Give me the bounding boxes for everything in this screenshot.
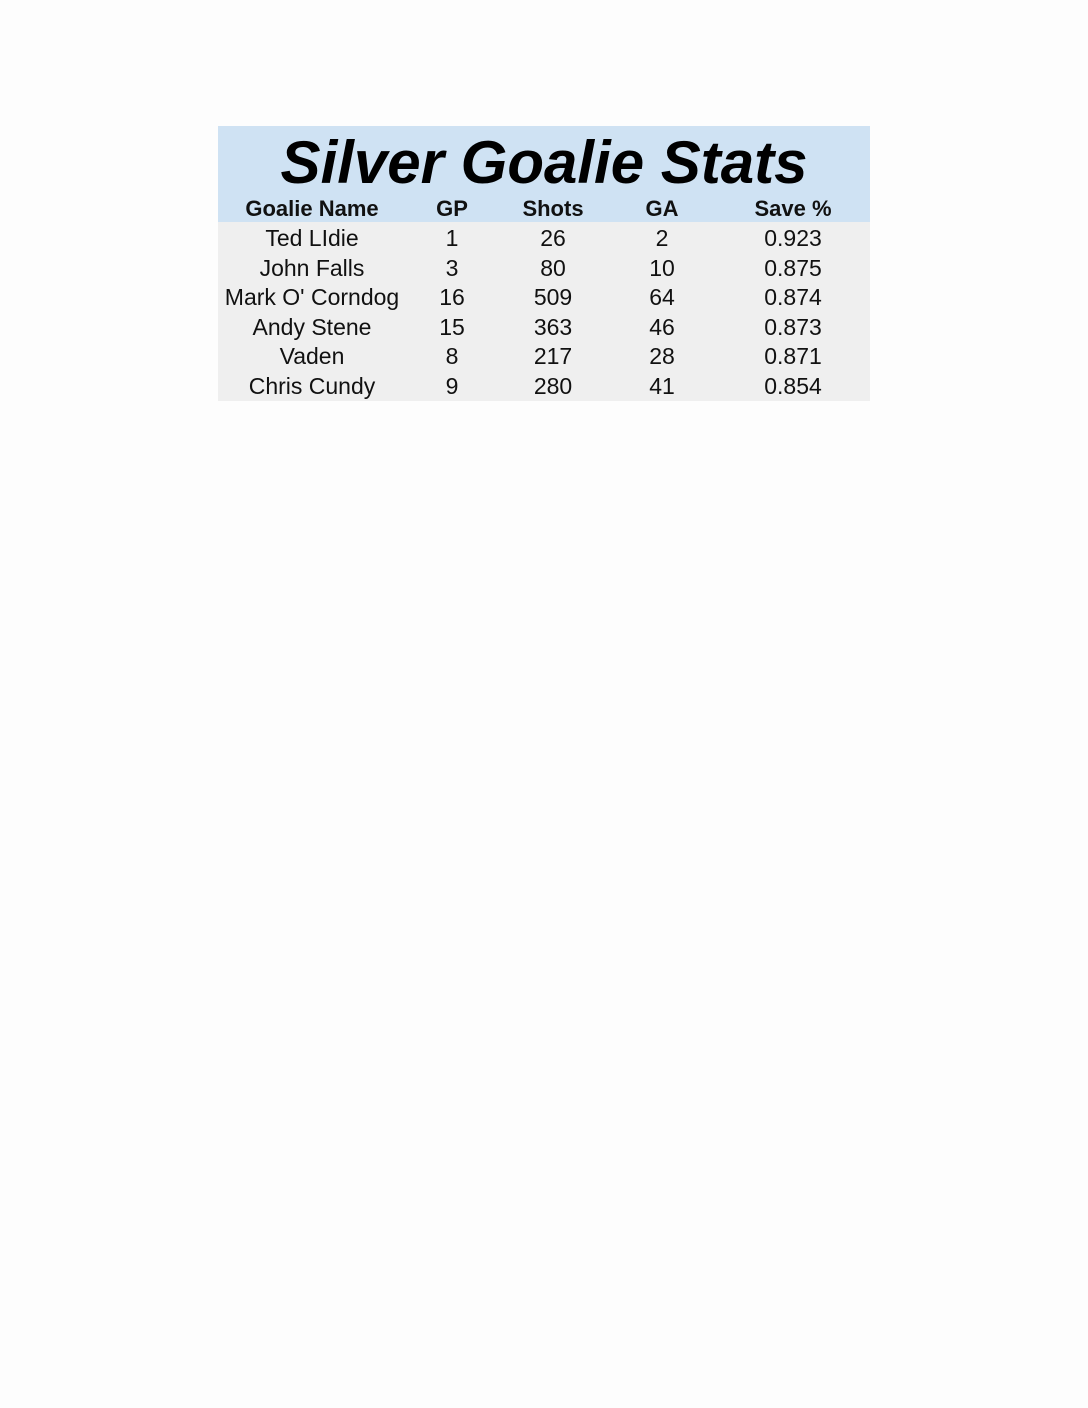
table-title: Silver Goalie Stats	[280, 129, 808, 196]
cell-gp: 15	[439, 313, 465, 340]
table-row: Andy Stene 15 363 46 0.873	[218, 313, 870, 343]
cell-shots: 509	[533, 284, 573, 311]
cell-ga: 41	[649, 372, 675, 399]
cell-shots: 280	[533, 372, 573, 399]
cell-goalie-name: Ted LIdie	[265, 225, 359, 252]
cell-gp: 16	[439, 284, 465, 311]
column-header-save-pct: Save %	[754, 196, 832, 221]
table-row: Ted LIdie 1 26 2 0.923	[218, 224, 870, 254]
table-row: Mark O' Corndog 16 509 64 0.874	[218, 283, 870, 313]
cell-ga: 2	[655, 225, 669, 252]
cell-save-pct: 0.854	[764, 372, 822, 399]
cell-gp: 3	[445, 254, 459, 281]
cell-shots: 26	[540, 225, 566, 252]
table-row: John Falls 3 80 10 0.875	[218, 254, 870, 284]
cell-ga: 64	[649, 284, 675, 311]
cell-gp: 1	[445, 225, 459, 252]
cell-ga: 28	[649, 343, 675, 370]
cell-save-pct: 0.923	[764, 225, 822, 252]
table-body: Ted LIdie 1 26 2 0.923 John Falls 3 80 10 0.875 Ma…	[218, 222, 870, 401]
cell-save-pct: 0.874	[764, 284, 822, 311]
cell-gp: 9	[445, 372, 459, 399]
cell-ga: 46	[649, 313, 675, 340]
cell-goalie-name: John Falls	[259, 254, 365, 281]
cell-save-pct: 0.871	[764, 343, 822, 370]
cell-shots: 80	[540, 254, 566, 281]
cell-ga: 10	[649, 254, 675, 281]
cell-shots: 217	[533, 343, 573, 370]
table-row: Vaden 8 217 28 0.871	[218, 342, 870, 372]
cell-goalie-name: Chris Cundy	[248, 372, 376, 399]
column-header-shots: Shots	[522, 196, 584, 221]
cell-goalie-name: Mark O' Corndog	[224, 284, 400, 311]
column-header-ga: GA	[645, 196, 679, 221]
cell-shots: 363	[533, 313, 573, 340]
table-header: Silver Goalie Stats Goalie Name GP Shots…	[218, 126, 870, 222]
cell-save-pct: 0.875	[764, 254, 822, 281]
cell-gp: 8	[445, 343, 459, 370]
table-row: Chris Cundy 9 280 41 0.854	[218, 372, 870, 402]
column-headers: Goalie Name GP Shots GA Save %	[218, 196, 870, 222]
cell-goalie-name: Andy Stene	[252, 313, 372, 340]
goalie-stats-table: Silver Goalie Stats Goalie Name GP Shots…	[218, 126, 870, 401]
column-header-name: Goalie Name	[245, 196, 379, 221]
cell-goalie-name: Vaden	[279, 343, 345, 370]
column-header-gp: GP	[436, 196, 468, 221]
cell-save-pct: 0.873	[764, 313, 822, 340]
